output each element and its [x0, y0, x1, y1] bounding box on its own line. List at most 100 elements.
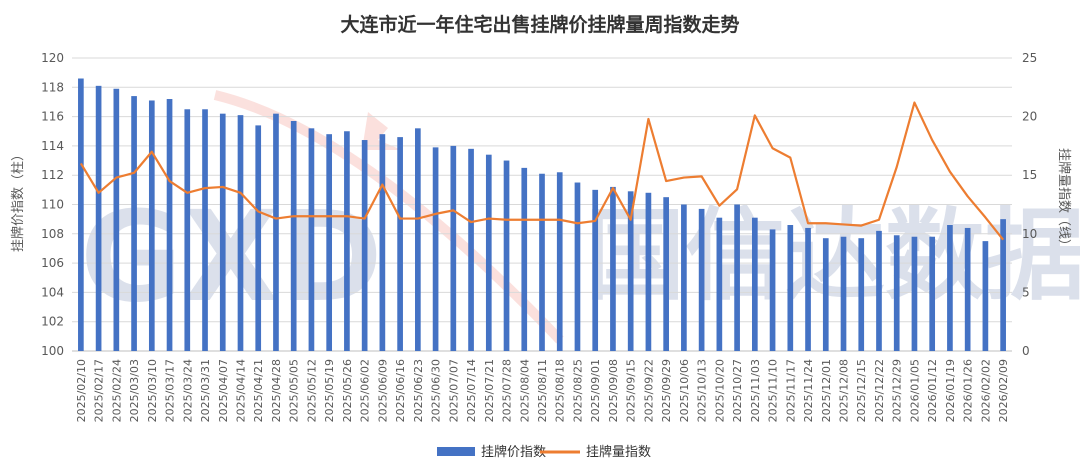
bar [415, 128, 421, 351]
y-right-tick-label: 20 [1022, 110, 1037, 124]
x-tick-label: 2025/07/28 [501, 359, 514, 422]
bar [805, 227, 811, 351]
x-tick-label: 2025/08/11 [536, 359, 549, 422]
y-right-axis: 0 5 10 15 20 25 [1022, 51, 1037, 358]
bar [450, 145, 457, 351]
bar [556, 172, 563, 351]
x-tick-label: 2025/07/21 [483, 359, 496, 422]
y-left-axis-title: 挂牌价指数（柱） [10, 148, 26, 252]
bar [1000, 219, 1006, 351]
x-tick-label: 2025/04/14 [234, 359, 247, 422]
x-tick-label: 2025/06/02 [359, 359, 372, 422]
y-right-tick-label: 0 [1022, 344, 1030, 358]
x-tick-label: 2025/11/03 [749, 359, 762, 422]
x-tick-label: 2025/06/30 [430, 359, 443, 422]
x-tick-label: 2025/09/29 [660, 359, 673, 422]
x-tick-label: 2025/12/29 [891, 359, 904, 422]
x-tick-label: 2025/12/08 [838, 359, 851, 422]
bar [255, 125, 262, 351]
x-tick-label: 2025/09/01 [589, 359, 602, 422]
legend-label-price: 挂牌价指数 [481, 444, 546, 460]
bar [78, 78, 84, 351]
bar [95, 85, 102, 352]
bar [202, 109, 208, 352]
y-left-tick-label: 104 [41, 285, 64, 299]
bar [379, 134, 386, 351]
x-tick-label: 2025/03/03 [128, 359, 141, 422]
x-tick-label: 2025/11/10 [767, 359, 780, 422]
x-tick-label: 2025/09/22 [642, 359, 655, 422]
x-tick-label: 2025/08/18 [554, 359, 567, 422]
bar [237, 115, 244, 351]
x-tick-label: 2025/05/19 [323, 359, 336, 422]
y-left-tick-label: 120 [41, 51, 64, 65]
x-tick-label: 2025/12/01 [820, 359, 833, 422]
x-tick-label: 2025/03/31 [199, 359, 212, 422]
x-tick-label: 2025/02/10 [75, 359, 88, 422]
bar [397, 137, 403, 351]
y-left-tick-label: 110 [41, 198, 64, 212]
x-tick-label: 2025/10/27 [731, 359, 744, 422]
bar [468, 148, 474, 351]
y-right-tick-label: 25 [1022, 51, 1037, 65]
bar [361, 140, 368, 351]
x-tick-label: 2025/11/24 [802, 359, 815, 422]
bar [148, 100, 155, 351]
x-tick-label: 2025/10/13 [696, 359, 709, 422]
legend-label-listing: 挂牌量指数 [586, 444, 651, 460]
bar [876, 230, 882, 351]
bar [432, 147, 439, 351]
bar [911, 236, 918, 351]
x-tick-label: 2025/12/15 [855, 359, 868, 422]
y-left-tick-label: 114 [41, 139, 64, 153]
x-tick-label: 2025/02/17 [93, 359, 106, 422]
bar [681, 204, 687, 351]
x-tick-label: 2026/02/09 [997, 359, 1010, 422]
x-tick-label: 2026/01/05 [908, 359, 921, 422]
y-left-tick-label: 118 [41, 80, 64, 94]
bar [290, 120, 297, 352]
bar [166, 99, 173, 352]
y-left-tick-label: 112 [41, 168, 64, 182]
x-tick-label: 2025/07/14 [465, 359, 478, 422]
bar-series-price-index [78, 78, 1006, 352]
bar [627, 191, 634, 351]
bar [787, 225, 794, 351]
y-left-tick-label: 100 [41, 344, 64, 358]
bar [663, 197, 669, 351]
bar [521, 167, 528, 351]
x-tick-label: 2025/05/12 [305, 359, 318, 422]
bar [822, 238, 829, 351]
x-tick-label: 2025/03/24 [181, 359, 194, 422]
bar [982, 241, 989, 351]
x-tick-label: 2026/01/19 [944, 359, 957, 422]
bar [840, 236, 847, 351]
bar [326, 134, 333, 351]
y-right-tick-label: 15 [1022, 168, 1037, 182]
bar [858, 238, 865, 351]
bar [964, 227, 971, 351]
bar [113, 88, 120, 351]
bar [503, 160, 510, 351]
line-series-listing-index [79, 101, 1004, 241]
bar [929, 236, 936, 351]
bar [308, 128, 315, 351]
x-tick-label: 2025/05/26 [341, 359, 354, 422]
bar [716, 217, 723, 351]
x-tick-label: 2025/07/07 [447, 359, 460, 422]
bar [610, 186, 616, 351]
y-right-tick-label: 10 [1022, 227, 1037, 241]
x-tick-label: 2025/08/04 [518, 359, 531, 422]
bar [698, 208, 705, 351]
bar [893, 235, 900, 351]
x-tick-label: 2025/02/24 [110, 359, 123, 422]
bar [131, 96, 137, 351]
watermark-logo-text: GXD [80, 185, 383, 330]
bar [485, 154, 492, 351]
x-tick-label: 2025/06/23 [412, 359, 425, 422]
bar [751, 217, 758, 351]
x-tick-label: 2026/02/02 [979, 359, 992, 422]
x-tick-label: 2025/12/22 [873, 359, 886, 422]
x-tick-label: 2025/10/06 [678, 359, 691, 422]
